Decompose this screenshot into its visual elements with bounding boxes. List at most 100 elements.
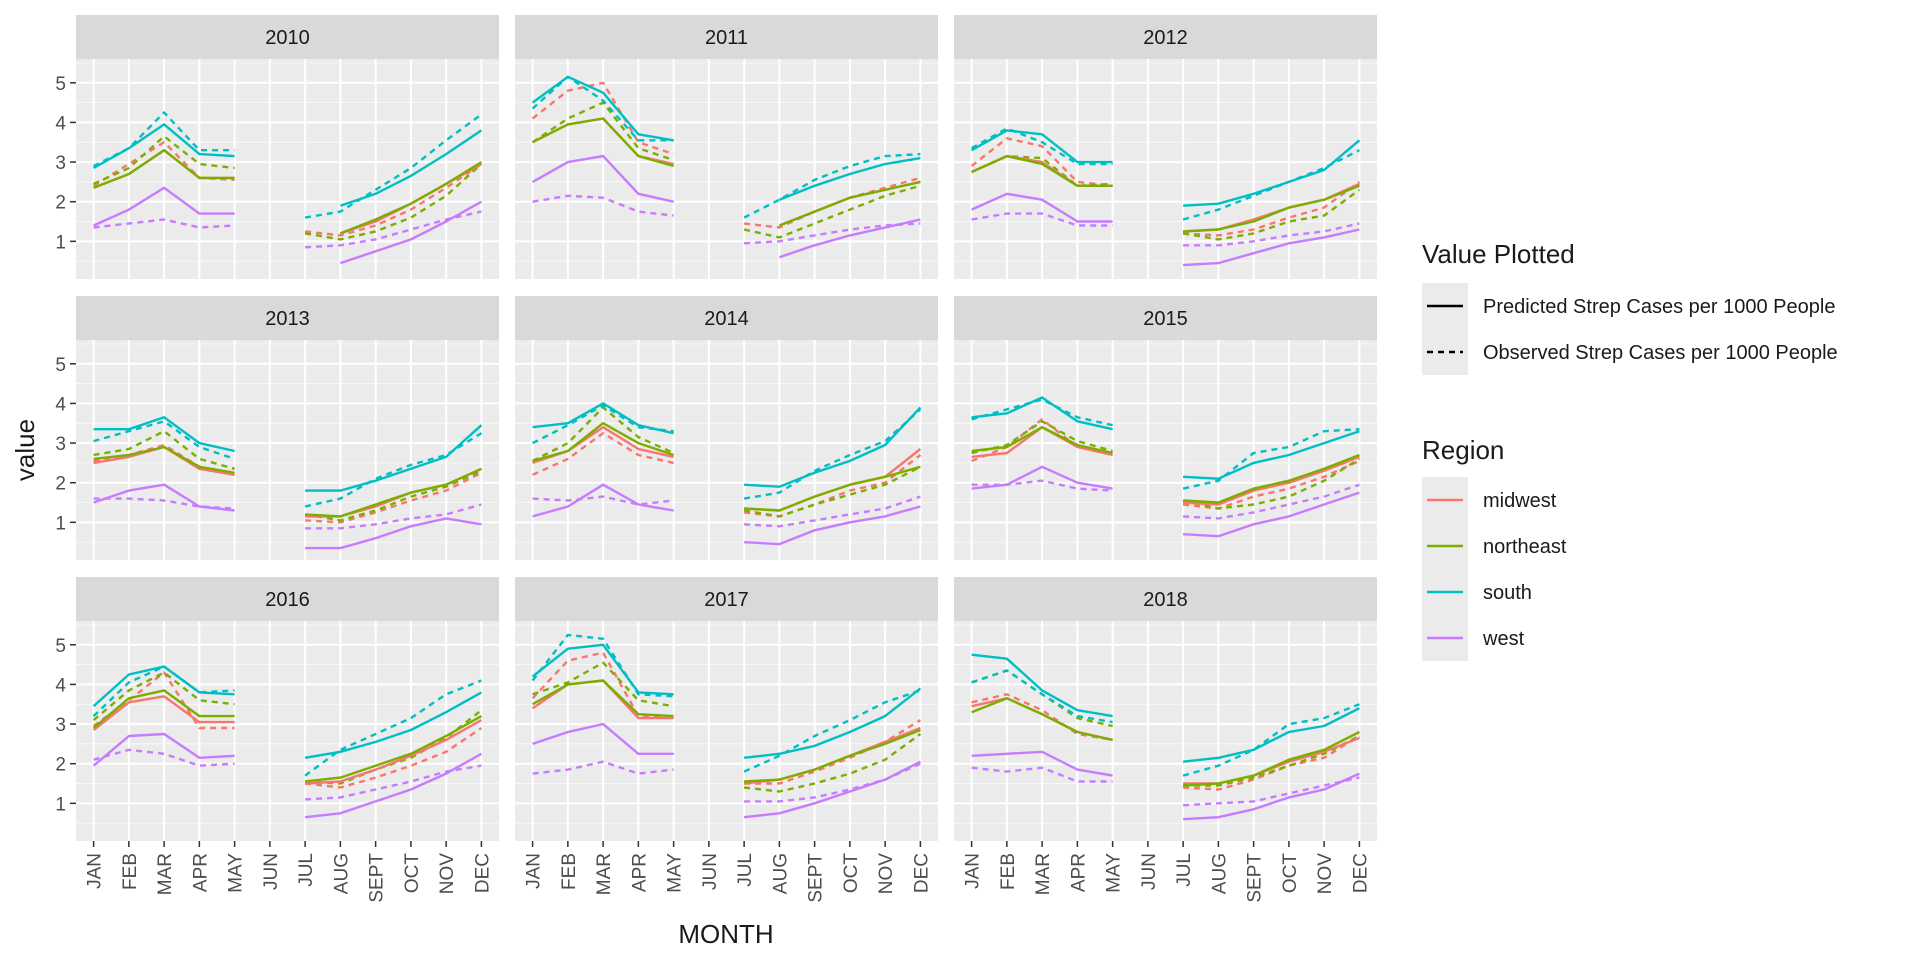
series-line-south-predicted (971, 653, 1360, 763)
x-tick-label: AUG (1209, 853, 1230, 894)
x-tick-label: JUN (1139, 853, 1160, 890)
x-tick-label: JAN (85, 853, 106, 889)
x-tick-label: MAY (226, 853, 247, 893)
legend: Value Plotted Predicted Strep Cases per 1… (1422, 239, 1838, 661)
x-axis-title: MONTH (678, 919, 773, 949)
facet-strip-label: 2011 (705, 27, 748, 49)
y-tick-label: 1 (55, 232, 66, 253)
y-tick-label: 2 (55, 755, 66, 776)
facet-strip-label: 2017 (704, 589, 749, 611)
x-tick-label: JUN (700, 853, 721, 890)
y-tick-label: 4 (55, 113, 66, 134)
facet-strip (515, 296, 938, 340)
y-tick-label: 5 (55, 74, 66, 95)
series-line-midwest-observed (532, 432, 922, 518)
series-line-northeast-predicted (532, 679, 921, 783)
series-line-west-predicted (92, 732, 482, 819)
facet-panel-2013: 2013 1 2 3 4 5 (55, 296, 499, 560)
x-tick-label: JUN (261, 853, 282, 890)
facet-strip (954, 15, 1377, 59)
x-tick-label: JAN (963, 853, 984, 889)
series-line-south-observed (92, 665, 482, 777)
y-tick-label: 3 (55, 434, 66, 455)
facet-panel-2016: 2016 1 2 3 4 5 JAN FEB MAR APR MAY JUN JUL AUG SEPT OCT… (55, 577, 499, 903)
series-line-west-predicted (532, 483, 921, 546)
series-line-midwest-observed (970, 137, 1361, 237)
x-tick-label: OCT (402, 853, 423, 894)
series-line-midwest-predicted (92, 695, 482, 785)
series-line-south-observed (531, 75, 921, 219)
x-tick-label: JUL (296, 853, 317, 887)
y-tick-label: 4 (55, 675, 66, 696)
series-line-west-observed (971, 479, 1360, 520)
facet-panel-2017: 2017 JAN FEB MAR APR MAY JUN JUL AUG SEPT OCT NOV DE… (515, 577, 938, 903)
series-line-west-predicted (93, 483, 482, 550)
x-tick-label: APR (190, 853, 211, 892)
series-line-northeast-predicted (971, 426, 1360, 504)
panel-background (954, 59, 1377, 279)
panel-background (954, 340, 1377, 560)
facet-strip (76, 296, 499, 340)
series-line-south-predicted (971, 396, 1360, 480)
x-tick-label: DEC (911, 853, 932, 893)
x-tick-label: FEB (120, 853, 141, 890)
x-tick-label: JAN (524, 853, 545, 889)
facet-panel-2012: 2012 (954, 15, 1377, 279)
series-line-south-predicted (532, 402, 922, 488)
legend-region-label: south (1483, 582, 1532, 604)
series-line-south-predicted (531, 643, 922, 759)
series-line-northeast-predicted (971, 154, 1360, 233)
facet-strip-label: 2015 (1143, 308, 1188, 330)
x-tick-label: AUG (331, 853, 352, 894)
panel-background (515, 621, 938, 841)
series-line-south-observed (531, 633, 921, 773)
series-line-south-predicted (92, 665, 482, 759)
legend-region-title: Region (1422, 435, 1504, 465)
x-tick-label: JUL (1174, 853, 1195, 887)
series-line-midwest-observed (971, 418, 1360, 510)
x-tick-label: SEPT (806, 853, 827, 903)
x-tick-label: DEC (1350, 853, 1371, 893)
series-line-west-observed (971, 766, 1360, 807)
series-line-west-predicted (971, 750, 1360, 821)
legend-region-label: west (1482, 628, 1525, 650)
y-tick-label: 3 (55, 153, 66, 174)
x-tick-label: SEPT (367, 853, 388, 903)
series-line-west-predicted (532, 154, 921, 259)
series-line-midwest-observed (531, 651, 922, 785)
series-line-west-predicted (532, 722, 921, 819)
facet-panel-2011: 2011 (515, 15, 938, 279)
legend-linetype-label: Observed Strep Cases per 1000 People (1483, 342, 1838, 364)
series-line-midwest-observed (92, 671, 483, 789)
x-tick-label: FEB (559, 853, 580, 890)
facet-panel-2014: 2014 (515, 296, 938, 560)
series-line-south-predicted (531, 75, 921, 201)
y-tick-label: 5 (55, 355, 66, 376)
x-tick-label: OCT (1280, 853, 1301, 894)
series-line-northeast-predicted (532, 117, 921, 227)
series-line-northeast-observed (532, 406, 921, 518)
facet-strip-label: 2012 (1143, 27, 1188, 49)
y-axis-title: value (10, 419, 40, 481)
series-line-south-predicted (93, 416, 483, 492)
facet-panel-2018: 2018 JAN FEB MAR APR MAY JUN JUL AUG SEPT OCT NOV DE… (954, 577, 1377, 903)
series-line-south-observed (971, 669, 1360, 777)
x-tick-label: DEC (472, 853, 493, 893)
series-line-northeast-observed (531, 101, 921, 239)
facet-strip-label: 2010 (265, 27, 310, 49)
x-tick-label: OCT (841, 853, 862, 894)
y-tick-label: 5 (55, 636, 66, 657)
y-tick-label: 2 (55, 193, 66, 214)
x-tick-label: MAR (155, 853, 176, 895)
x-tick-label: MAR (594, 853, 615, 895)
facet-strip (76, 577, 499, 621)
series-line-west-observed (93, 210, 482, 249)
y-tick-label: 2 (55, 474, 66, 495)
x-tick-label: APR (1068, 853, 1089, 892)
series-line-south-predicted (93, 123, 483, 207)
x-tick-label: NOV (1315, 853, 1336, 895)
legend-region-label: midwest (1483, 490, 1557, 512)
x-tick-label: SEPT (1245, 853, 1266, 903)
